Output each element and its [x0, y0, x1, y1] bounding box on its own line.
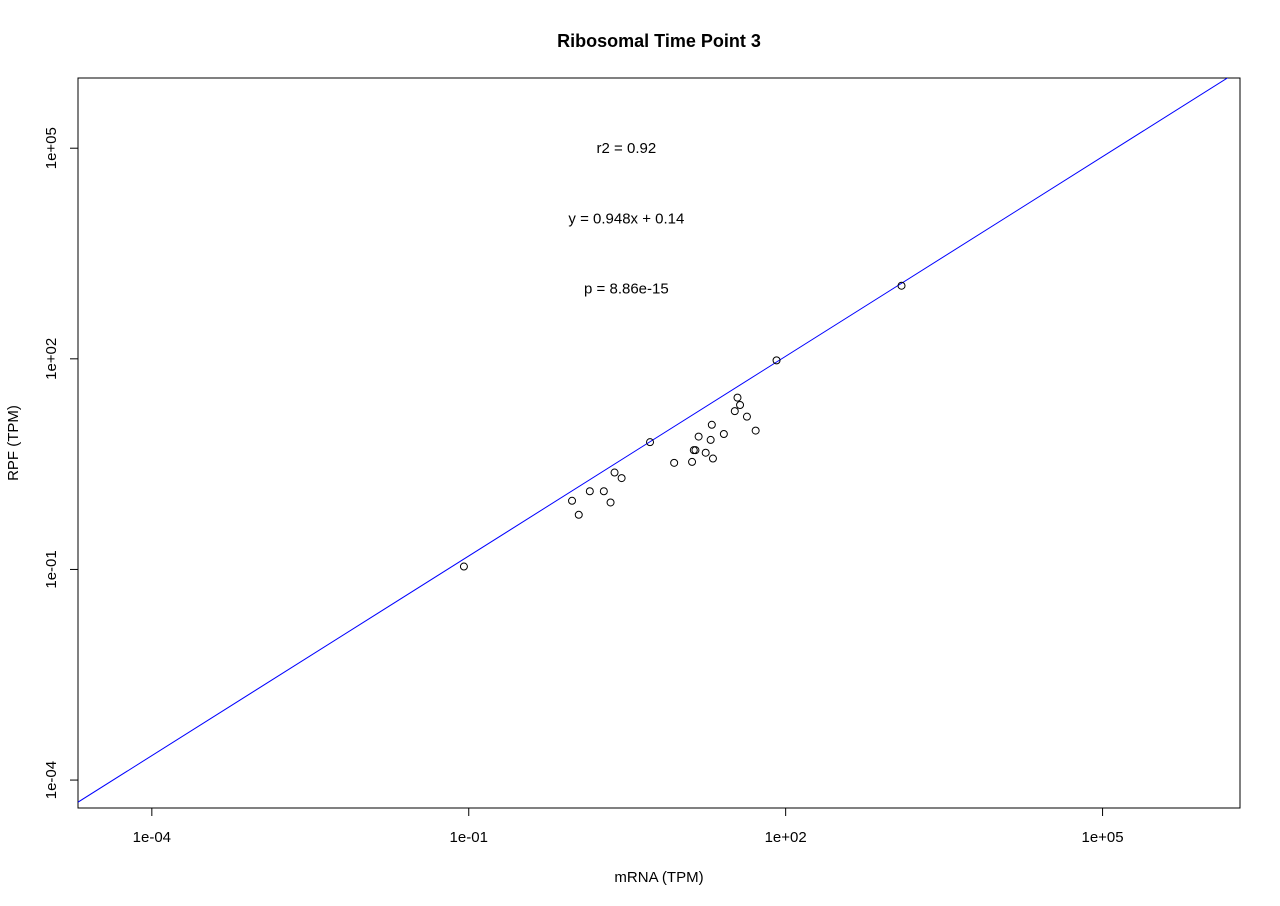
regression-line [78, 78, 1229, 803]
annotation-text: r2 = 0.92 [597, 140, 657, 157]
data-point [701, 448, 710, 457]
data-point [707, 420, 716, 429]
data-point [719, 429, 728, 438]
annotation-text: p = 8.86e-15 [584, 281, 669, 298]
data-point [459, 562, 468, 571]
x-tick-label: 1e-01 [450, 829, 488, 846]
x-tick-label: 1e+02 [765, 829, 807, 846]
data-point [897, 281, 906, 290]
data-point [772, 356, 781, 365]
fit-line-layer [78, 78, 1229, 803]
y-tick-label: 1e+02 [43, 338, 60, 380]
data-point [599, 487, 608, 496]
data-point [689, 446, 698, 455]
data-point [646, 438, 655, 447]
data-point [691, 446, 700, 455]
axis-ticks: 1e-04 1e-01 1e+02 1e+05 1e-04 1e-01 1e+02 1e+05 [43, 127, 1124, 846]
data-point [670, 458, 679, 467]
data-point [706, 435, 715, 444]
x-tick-label: 1e+05 [1081, 829, 1123, 846]
data-point [751, 426, 760, 435]
data-point [617, 474, 626, 483]
chart-title: Ribosomal Time Point 3 [557, 31, 761, 51]
data-point [733, 393, 742, 402]
y-tick-label: 1e-01 [43, 550, 60, 588]
y-tick-label: 1e-04 [43, 761, 60, 799]
data-point [688, 457, 697, 466]
y-axis-label: RPF (TPM) [5, 405, 22, 481]
plot-frame [77, 77, 1241, 809]
data-point [568, 496, 577, 505]
data-point [742, 412, 751, 421]
data-point [694, 432, 703, 441]
data-point [708, 454, 717, 463]
points-layer [459, 281, 906, 571]
y-tick-label: 1e+05 [43, 127, 60, 169]
annotation-text: y = 0.948x + 0.14 [568, 210, 684, 227]
annotations-layer: r2 = 0.92 y = 0.948x + 0.14 p = 8.86e-15 [568, 140, 684, 297]
data-point [574, 510, 583, 519]
data-point [736, 400, 745, 409]
x-axis-label: mRNA (TPM) [614, 869, 703, 886]
data-point [610, 468, 619, 477]
data-point [585, 487, 594, 496]
data-point [606, 498, 615, 507]
x-tick-label: 1e-04 [133, 829, 171, 846]
data-point [730, 407, 739, 416]
